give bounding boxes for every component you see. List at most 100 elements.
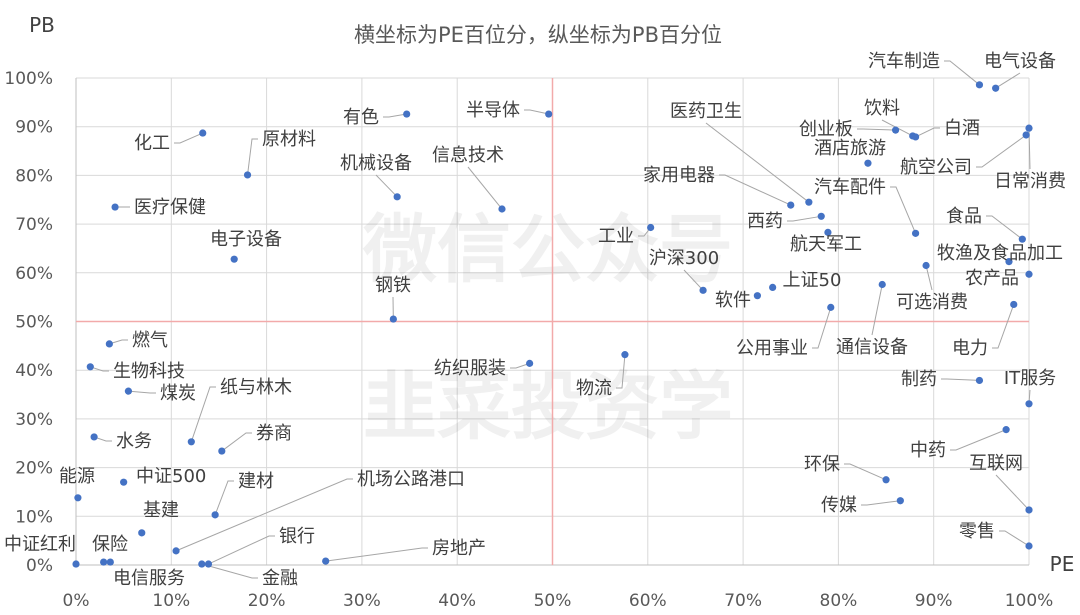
data-label: 航天军工 [790,234,862,255]
data-label: 食品 [946,206,982,227]
data-label: 煤炭 [160,383,196,404]
leader-line [201,563,258,579]
data-label: 可选消费 [896,292,968,313]
data-label: 互联网 [969,453,1023,474]
data-point [992,84,1000,92]
x-tick-label: 80% [820,591,858,611]
data-point [218,447,226,455]
y-tick-label: 60% [15,264,53,284]
data-label: 零售 [959,521,995,542]
data-point [817,212,825,220]
x-tick-label: 90% [915,591,953,611]
data-label: 公用事业 [736,338,808,359]
leader-lines [90,60,1031,579]
data-point [1005,257,1013,266]
data-label: 券商 [256,423,292,444]
leader-line [941,378,980,381]
data-label: 电力 [952,338,988,359]
data-label: 通信设备 [836,337,908,358]
data-label: 日常消费 [994,171,1066,192]
watermark-line-2: 韭菜投资学 [363,364,733,450]
x-tick-label: 70% [724,591,762,611]
data-point [198,560,206,568]
leader-line [93,436,112,442]
data-label: 软件 [715,290,751,311]
leader-line [247,138,258,175]
data-point [1025,506,1033,514]
data-label: 制药 [901,369,937,390]
data-label: 建材 [238,471,274,492]
x-tick-label: 100% [1005,591,1054,611]
leader-line [128,390,156,394]
data-point [498,205,506,213]
data-label: IT服务 [1004,368,1056,389]
data-point [393,193,401,201]
leader-line [995,474,1030,511]
data-point [105,340,113,348]
data-label: 环保 [804,454,840,475]
data-label: 医疗保健 [134,197,206,218]
data-point [322,557,330,565]
data-label: 纺织服装 [434,358,506,379]
data-label: 基建 [143,500,179,521]
data-point [878,280,886,289]
data-point [403,110,411,118]
leader-line [861,500,901,506]
leader-line [871,284,883,336]
data-label: 纸与林木 [220,377,292,398]
x-tick-label: 40% [438,591,476,611]
data-point [90,433,98,441]
data-point [211,511,219,519]
data-point [975,81,984,89]
y-tick-label: 80% [15,166,53,186]
data-label: 上证50 [783,270,842,291]
leader-line [976,134,1027,168]
data-label: 工业 [598,226,634,247]
data-point [827,303,835,311]
data-point [1022,131,1030,139]
data-label: 西药 [747,211,783,232]
data-point [74,494,82,502]
data-label: 中证500 [136,466,206,487]
y-tick-label: 40% [15,361,53,381]
data-point [647,223,655,232]
leader-line [995,72,1021,89]
leader-line [510,362,530,369]
x-tick-label: 10% [152,591,190,611]
leader-line [190,386,216,442]
leader-line [683,269,704,291]
data-point [911,133,920,141]
data-label: 信息技术 [432,145,504,166]
leader-line [214,480,234,516]
data-label: 传媒 [821,495,857,516]
leader-line [925,265,933,291]
leader-line [467,166,503,210]
data-label: 电气设备 [984,51,1056,72]
data-point [204,560,213,568]
leader-line [705,122,810,203]
data-point [922,261,930,270]
data-label: 金融 [262,568,298,589]
data-point [891,126,900,134]
leader-line [375,174,398,198]
data-point [805,198,813,206]
leader-line [844,463,887,481]
data-point [1025,400,1033,408]
leader-line [524,109,549,115]
leader-line [944,60,980,86]
x-tick-label: 60% [629,591,667,611]
data-point [389,315,397,323]
data-label: 化工 [134,133,170,154]
data-label: 燃气 [132,330,168,351]
chart-title: 横坐标为PE百位分，纵坐标为PB百分位 [354,23,722,47]
data-label: 创业板 [799,119,853,140]
y-tick-label: 20% [15,459,53,479]
data-label: 中药 [910,440,946,461]
leader-line [812,307,832,349]
data-point [975,376,984,385]
data-point [1018,235,1026,243]
data-point [199,129,207,137]
y-tick-label: 100% [4,69,53,89]
data-points [72,81,1033,568]
data-label: 半导体 [466,100,520,121]
